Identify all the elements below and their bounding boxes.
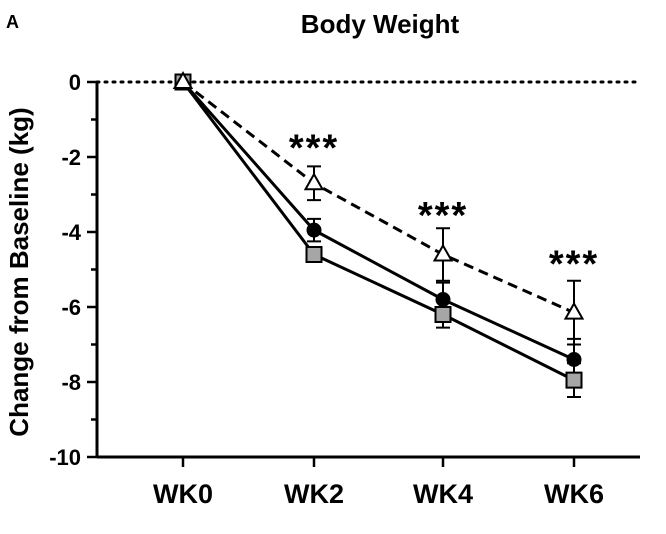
marker-triangle: [432, 243, 454, 262]
annotation-layer: *** *** ***: [289, 127, 599, 286]
marker-square: [305, 246, 323, 263]
y-tick-label: 0: [69, 70, 81, 95]
marker-square: [565, 371, 583, 389]
series-line-square: [181, 81, 575, 382]
panel-label: A: [6, 12, 19, 32]
series-line-triangle: [182, 80, 575, 314]
marker-square: [434, 306, 452, 323]
series-layer: [172, 70, 585, 398]
x-tick-label: WK4: [413, 479, 473, 509]
marker-circle: [306, 222, 322, 238]
axes: 0 -2 -4 -6 -8 -10 WK0 WK2 WK4 WK6: [49, 70, 642, 509]
x-tick-label: WK0: [153, 479, 213, 509]
y-axis-label: Change from Baseline (kg): [4, 107, 34, 436]
significance-marker: ***: [418, 195, 468, 237]
marker-circle: [566, 352, 582, 367]
marker-triangle: [303, 172, 325, 191]
significance-marker: ***: [289, 127, 339, 169]
series-line-circle: [181, 81, 575, 361]
x-tick-label: WK2: [284, 479, 344, 509]
marker-circle: [435, 292, 451, 307]
y-tick-label: -10: [49, 445, 81, 470]
marker-triangle: [563, 301, 585, 320]
marker-triangle: [172, 70, 194, 89]
significance-marker: ***: [549, 244, 599, 286]
chart-title: Body Weight: [301, 9, 460, 39]
x-tick-label: WK6: [544, 479, 604, 509]
y-tick-label: -2: [61, 145, 81, 170]
y-tick-label: -4: [61, 220, 81, 245]
y-tick-label: -6: [61, 295, 81, 320]
y-tick-label: -8: [61, 370, 81, 395]
